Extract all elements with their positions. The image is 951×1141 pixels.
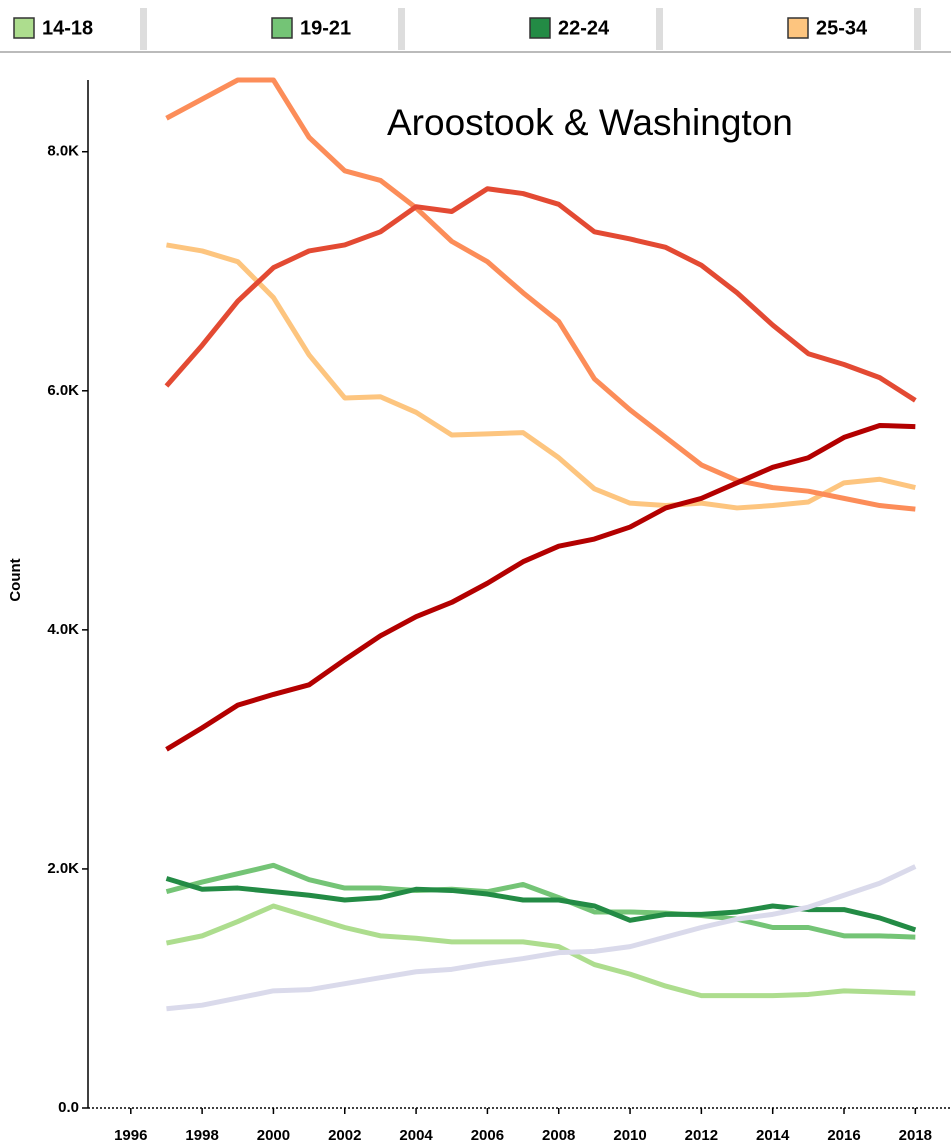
x-tick-label: 1996 bbox=[114, 1127, 147, 1141]
series-line bbox=[165, 862, 916, 940]
x-tick-label: 2010 bbox=[613, 1127, 646, 1141]
series-line bbox=[165, 422, 916, 752]
x-tick-label: 2016 bbox=[827, 1127, 860, 1141]
x-tick-label: 2008 bbox=[542, 1127, 575, 1141]
legend-label: 22-24 bbox=[558, 17, 610, 39]
legend-swatch bbox=[13, 17, 35, 39]
x-tick-label: 2012 bbox=[685, 1127, 718, 1141]
x-tick-label: 2014 bbox=[756, 1127, 790, 1141]
legend-separator bbox=[656, 8, 663, 50]
y-tick-label: 4.0K bbox=[47, 621, 79, 638]
x-tick-label: 2006 bbox=[471, 1127, 504, 1141]
legend-swatch bbox=[271, 17, 293, 39]
legend-label: 25-34 bbox=[816, 17, 868, 39]
y-tick-label: 6.0K bbox=[47, 382, 79, 399]
x-tick-label: 2002 bbox=[328, 1127, 361, 1141]
x-tick-label: 2000 bbox=[257, 1127, 290, 1141]
series-line bbox=[165, 903, 916, 999]
series-line bbox=[164, 186, 917, 403]
y-tick-label: 8.0K bbox=[47, 143, 79, 160]
legend-swatch bbox=[787, 17, 809, 39]
series-line bbox=[166, 242, 916, 511]
x-tick-label: 1998 bbox=[185, 1127, 218, 1141]
legend-separator bbox=[398, 8, 405, 50]
legend-label: 14-18 bbox=[42, 17, 93, 39]
legend-label: 19-21 bbox=[300, 17, 351, 39]
x-tick-label: 2018 bbox=[899, 1127, 932, 1141]
y-tick-label: 2.0K bbox=[47, 860, 79, 877]
series-line bbox=[165, 876, 917, 933]
series-line bbox=[165, 77, 916, 512]
y-tick-label: 0.0 bbox=[58, 1099, 79, 1116]
y-axis-label: Count bbox=[7, 558, 24, 601]
annotation: Aroostook & Washington bbox=[387, 102, 793, 143]
legend-separator bbox=[140, 8, 147, 50]
legend-swatch bbox=[529, 17, 551, 39]
series-line bbox=[166, 864, 917, 1012]
x-tick-label: 2004 bbox=[399, 1127, 433, 1141]
legend-separator bbox=[914, 8, 921, 50]
